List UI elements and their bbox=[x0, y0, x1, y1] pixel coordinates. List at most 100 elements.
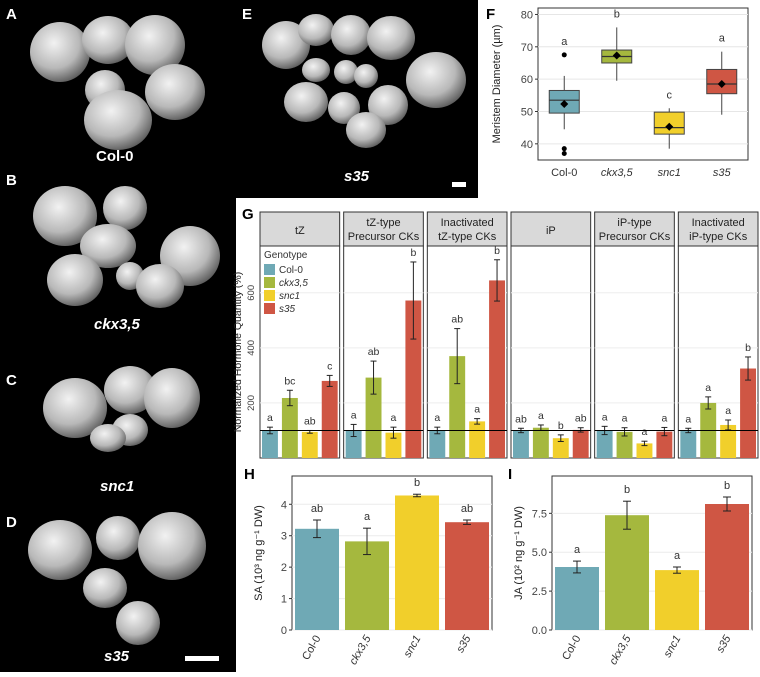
y-tick-label: 50 bbox=[521, 106, 533, 118]
panel-letter-a: A bbox=[6, 6, 17, 23]
bar bbox=[365, 377, 382, 458]
micrograph-panel-a: A Col-0 bbox=[0, 0, 236, 168]
significance-letter: c bbox=[327, 360, 332, 372]
significance-letter: c bbox=[667, 89, 673, 101]
significance-letter: a bbox=[725, 405, 731, 417]
bar bbox=[489, 280, 505, 458]
y-tick-label: 60 bbox=[521, 74, 533, 86]
y-tick-label: 0 bbox=[281, 625, 287, 637]
x-tick-label: snc1 bbox=[662, 634, 684, 660]
significance-letter: a bbox=[705, 382, 711, 394]
y-tick-label: 5.0 bbox=[532, 547, 547, 559]
outlier-point bbox=[561, 151, 567, 157]
significance-letter: ab bbox=[515, 413, 527, 425]
mean-marker bbox=[560, 100, 569, 109]
x-tick-label: ckx3,5 bbox=[607, 633, 634, 667]
micrograph-panel-d: D s35 bbox=[0, 508, 236, 672]
legend-label: Col-0 bbox=[279, 265, 303, 276]
facet-strip bbox=[677, 211, 759, 247]
facet-title: Inactivated bbox=[692, 217, 745, 229]
scale-bar-d bbox=[185, 656, 219, 661]
significance-letter: b bbox=[414, 477, 420, 489]
x-tick-label: Col-0 bbox=[560, 634, 584, 663]
facet-strip bbox=[510, 211, 592, 247]
y-tick-label: 200 bbox=[246, 395, 257, 411]
panel-letter-h: H bbox=[244, 466, 255, 483]
significance-letter: a bbox=[474, 404, 480, 416]
legend-swatch bbox=[264, 290, 275, 301]
significance-letter: a bbox=[685, 413, 691, 425]
outlier-point bbox=[561, 52, 567, 58]
significance-letter: b bbox=[558, 420, 564, 432]
y-tick-label: 80 bbox=[521, 9, 533, 21]
significance-letter: ab bbox=[368, 346, 380, 358]
legend-swatch bbox=[264, 264, 275, 275]
caption-a: Col-0 bbox=[96, 148, 134, 165]
significance-letter: ab bbox=[304, 415, 316, 427]
chart-h-sa-bars: 0 1 2 3 4 SA (10³ ng g⁻¹ DW) ab Col-0 a ckx3,5 b sn… bbox=[253, 475, 493, 667]
bar bbox=[705, 504, 749, 630]
bar bbox=[605, 515, 649, 630]
facet-strip bbox=[343, 211, 424, 247]
y-tick-label: 400 bbox=[246, 340, 257, 356]
bar bbox=[656, 431, 673, 458]
panel-letter-b: B bbox=[6, 172, 17, 189]
scale-bar-e bbox=[452, 182, 466, 187]
bar bbox=[636, 443, 653, 458]
legend-label: snc1 bbox=[279, 291, 300, 302]
bar bbox=[385, 432, 402, 458]
significance-letter: a bbox=[674, 550, 681, 562]
bar bbox=[552, 438, 569, 458]
significance-letter: ab bbox=[451, 314, 463, 326]
x-tick-label: ckx3,5 bbox=[347, 633, 374, 667]
flower-image-b bbox=[33, 186, 220, 308]
flower-image-a bbox=[30, 15, 205, 150]
legend-swatch bbox=[264, 303, 275, 314]
significance-letter: a bbox=[719, 33, 726, 45]
significance-letter: b bbox=[745, 342, 751, 354]
caption-b: ckx3,5 bbox=[94, 316, 140, 333]
facet-title: tZ-type bbox=[366, 217, 400, 229]
significance-letter: b bbox=[614, 8, 620, 20]
micrograph-panel-e: E s35 bbox=[236, 0, 478, 198]
y-tick-label: 4 bbox=[281, 499, 287, 511]
x-tick-label: ckx3,5 bbox=[601, 167, 634, 179]
y-tick-label: 0.0 bbox=[532, 625, 547, 637]
x-tick-label: Col-0 bbox=[300, 634, 324, 663]
significance-letter: ab bbox=[575, 413, 587, 425]
panel-letter-f: F bbox=[486, 6, 496, 23]
chart-g-hormone-facets: Normalized Hormone Quantity (%) 200 400 600… bbox=[232, 211, 759, 459]
panel-letter-g: G bbox=[242, 206, 254, 223]
bar bbox=[429, 430, 446, 458]
x-tick-label: snc1 bbox=[658, 167, 681, 179]
bar bbox=[445, 522, 489, 630]
legend-title: Genotype bbox=[264, 250, 308, 261]
facet-title: Precursor CKs bbox=[599, 231, 671, 243]
y-axis-label: Meristem Diameter (µm) bbox=[491, 25, 503, 144]
bar bbox=[281, 397, 298, 458]
facet-title: Precursor CKs bbox=[348, 231, 420, 243]
significance-letter: a bbox=[434, 412, 440, 424]
chart-f-meristem-boxplot: 40 50 60 70 80 Meristem Diameter (µm) a Col-0 b c… bbox=[491, 7, 749, 179]
facet-title: iP-type CKs bbox=[689, 231, 748, 243]
bar bbox=[301, 431, 318, 458]
significance-letter: bc bbox=[284, 375, 295, 387]
significance-letter: a bbox=[661, 412, 667, 424]
facet-title: iP bbox=[546, 225, 556, 237]
flower-image-e bbox=[262, 14, 466, 148]
bar bbox=[513, 430, 529, 458]
mean-marker bbox=[717, 80, 726, 88]
y-tick-label: 3 bbox=[281, 531, 287, 543]
x-tick-label: s35 bbox=[454, 633, 474, 655]
significance-letter: ab bbox=[311, 503, 323, 515]
significance-letter: ab bbox=[461, 503, 473, 515]
caption-c: snc1 bbox=[100, 478, 135, 495]
bar bbox=[655, 570, 699, 630]
significance-letter: b bbox=[410, 247, 416, 259]
mean-marker bbox=[612, 51, 621, 60]
facet-strip bbox=[594, 211, 675, 247]
significance-letter: a bbox=[574, 544, 581, 556]
facet-title: tZ-type CKs bbox=[438, 231, 497, 243]
bar bbox=[572, 429, 589, 458]
bar bbox=[596, 430, 613, 458]
